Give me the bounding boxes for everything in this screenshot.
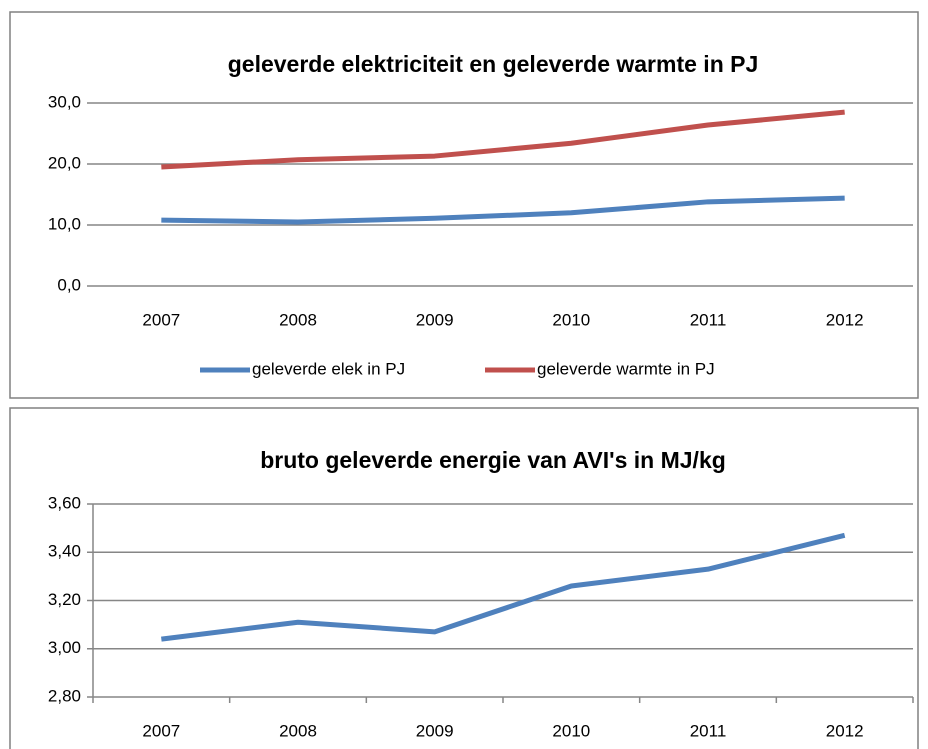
chart-frame <box>9 407 919 749</box>
x-tick-label: 2011 <box>690 310 727 329</box>
chart-frame <box>9 11 919 399</box>
y-tick-label: 3,00 <box>48 638 81 657</box>
x-tick-label: 2009 <box>416 721 454 740</box>
line <box>161 195 845 225</box>
y-tick-label: 3,20 <box>48 590 81 609</box>
x-tick-label: 2007 <box>142 721 180 740</box>
y-tick-label: 2,80 <box>48 686 81 705</box>
legend-label: geleverde elek in PJ <box>252 359 405 378</box>
x-tick-label: 2011 <box>690 721 727 740</box>
legend-label: geleverde warmte in PJ <box>537 359 715 378</box>
line <box>161 109 845 170</box>
y-tick-label: 10,0 <box>48 214 81 233</box>
x-tick-label: 2008 <box>279 310 317 329</box>
y-tick-label: 3,60 <box>48 493 81 512</box>
line <box>161 532 846 642</box>
y-tick-label: 3,40 <box>48 542 81 561</box>
chart-title: geleverde elektriciteit en geleverde war… <box>228 51 759 77</box>
x-tick-label: 2010 <box>552 310 590 329</box>
x-tick-label: 2010 <box>552 721 590 740</box>
x-tick-label: 2007 <box>142 310 180 329</box>
x-tick-label: 2008 <box>279 721 317 740</box>
x-tick-label: 2012 <box>826 721 864 740</box>
x-tick-label: 2012 <box>826 310 864 329</box>
y-tick-label: 30,0 <box>48 92 81 111</box>
y-tick-label: 0,0 <box>57 275 81 294</box>
y-tick-label: 20,0 <box>48 153 81 172</box>
x-tick-label: 2009 <box>416 310 454 329</box>
chart-title: bruto geleverde energie van AVI's in MJ/… <box>260 447 726 473</box>
